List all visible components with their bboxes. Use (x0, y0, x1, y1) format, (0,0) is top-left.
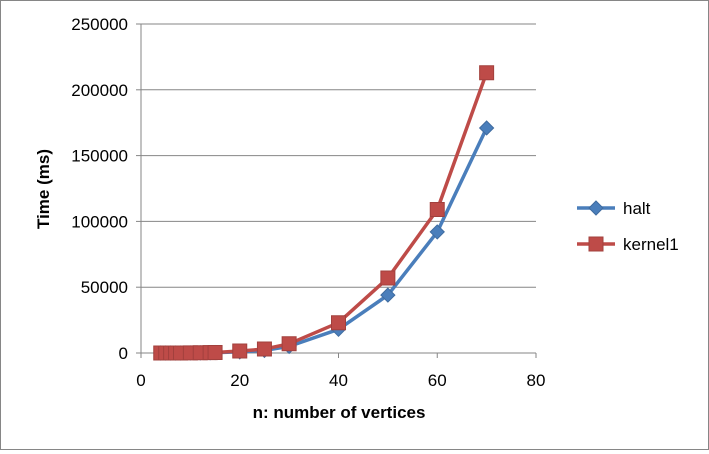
legend: halt kernel1 (577, 199, 679, 254)
data-point-kernel1 (479, 65, 495, 81)
x-axis-title: n: number of vertices (253, 403, 426, 422)
legend-label-kernel1: kernel1 (623, 235, 679, 254)
data-point-halt (478, 120, 495, 136)
x-tick-label: 20 (230, 371, 249, 390)
x-tick-label: 80 (527, 371, 546, 390)
y-tick-label: 0 (119, 344, 128, 363)
axes (136, 23, 537, 358)
y-tick-label: 200000 (71, 81, 128, 100)
y-axis-title: Time (ms) (34, 149, 53, 229)
data-point-halt (380, 287, 396, 303)
data-point-kernel1 (331, 315, 346, 331)
legend-label-halt: halt (623, 199, 651, 218)
data-point-kernel1 (232, 343, 248, 359)
data-point-halt (429, 224, 445, 240)
series-kernel1 (153, 65, 495, 361)
legend-marker-kernel1 (588, 236, 604, 252)
x-tick-label: 60 (428, 371, 447, 390)
y-tick-label: 150000 (71, 147, 128, 166)
tick-labels: 0 50000 100000 150000 200000 250000 0 20 40 60 80 (71, 15, 545, 390)
y-tick-label: 50000 (81, 278, 128, 297)
legend-item-kernel1: kernel1 (577, 235, 679, 254)
legend-marker-halt (588, 200, 604, 216)
data-point-kernel1 (207, 344, 223, 360)
data-point-kernel1 (281, 336, 297, 352)
data-point-kernel1 (429, 202, 445, 218)
data-point-kernel1 (256, 341, 272, 357)
x-tick-label: 0 (136, 371, 145, 390)
gridlines (141, 23, 536, 288)
series-halt (153, 120, 495, 361)
data-point-kernel1 (380, 270, 396, 286)
y-tick-label: 250000 (71, 15, 128, 34)
series-line-halt (160, 127, 489, 355)
legend-item-halt: halt (577, 199, 651, 218)
series-lines (153, 65, 495, 361)
y-tick-label: 100000 (71, 212, 128, 231)
x-tick-label: 40 (329, 371, 348, 390)
